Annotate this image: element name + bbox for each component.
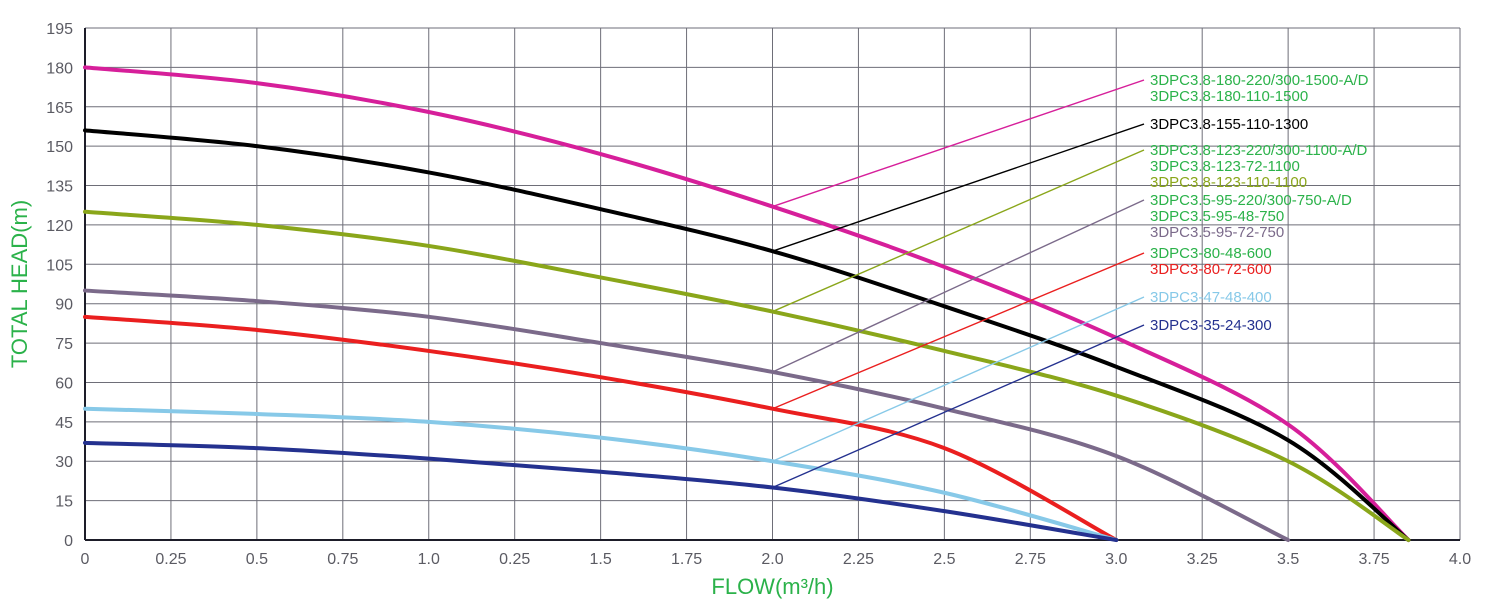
x-tick-label: 0.5: [246, 551, 268, 568]
legend-label: 3DPC3.8-123-110-1100: [1150, 174, 1307, 191]
x-tick-label: 3.5: [1277, 551, 1299, 568]
legend-label: 3DPC3.5-95-72-750: [1150, 224, 1284, 241]
x-tick-label: 3.0: [1105, 551, 1127, 568]
y-tick-label: 30: [55, 454, 73, 471]
legend-label: 3DPC3.8-180-220/300-1500-A/D: [1150, 72, 1369, 89]
y-tick-label: 165: [46, 100, 73, 117]
x-tick-label: 1.75: [671, 551, 702, 568]
x-tick-label: 2.5: [933, 551, 955, 568]
legend-label: 3DPC3-80-48-600: [1150, 245, 1272, 262]
y-tick-label: 120: [46, 218, 73, 235]
chart-svg: 0 0.25 0.5 0.75 1.0 0.25 1.5 1.75 2.0 2.25 2.5 2.75…: [0, 0, 1500, 601]
x-tick-label: 3.25: [1187, 551, 1218, 568]
y-tick-label: 15: [55, 494, 73, 511]
x-tick-label: 2.75: [1015, 551, 1046, 568]
pump-curve-chart: 0 0.25 0.5 0.75 1.0 0.25 1.5 1.75 2.0 2.25 2.5 2.75…: [0, 0, 1500, 601]
y-tick-label: 0: [64, 533, 73, 550]
legend-label: 3DPC3.5-95-48-750: [1150, 208, 1284, 225]
x-tick-label: 0: [81, 551, 90, 568]
y-tick-label: 45: [55, 415, 73, 432]
x-axis-label: FLOW(m³/h): [711, 574, 833, 599]
legend-label: 3DPC3-80-72-600: [1150, 261, 1272, 278]
legend-label: 3DPC3.8-180-110-1500: [1150, 88, 1308, 105]
y-tick-label: 75: [55, 336, 73, 353]
y-tick-label: 180: [46, 60, 73, 77]
legend-label: 3DPC3-35-24-300: [1150, 317, 1272, 334]
y-tick-label: 60: [55, 375, 73, 392]
x-tick-label: 1.0: [418, 551, 440, 568]
y-tick-label: 135: [46, 179, 73, 196]
legend-label: 3DPC3.5-95-220/300-750-A/D: [1150, 192, 1352, 209]
x-tick-label: 4.0: [1449, 551, 1471, 568]
x-tick-label: 2.0: [761, 551, 783, 568]
y-tick-label: 90: [55, 297, 73, 314]
legend-label: 3DPC3.8-155-110-1300: [1150, 116, 1308, 133]
x-tick-label: 2.25: [843, 551, 874, 568]
legend-label: 3DPC3.8-123-72-1100: [1150, 158, 1300, 175]
legend-label: 3DPC3.8-123-220/300-1100-A/D: [1150, 142, 1368, 159]
x-tick-label: 0.25: [499, 551, 530, 568]
legend-label: 3DPC3-47-48-400: [1150, 289, 1272, 306]
y-tick-label: 195: [46, 21, 73, 38]
x-tick-label: 3.75: [1358, 551, 1389, 568]
y-axis-label: TOTAL HEAD(m): [7, 200, 32, 368]
y-tick-label: 150: [46, 139, 73, 156]
x-tick-label: 0.25: [155, 551, 186, 568]
x-tick-label: 1.5: [590, 551, 612, 568]
y-tick-label: 105: [46, 257, 73, 274]
x-tick-label: 0.75: [327, 551, 358, 568]
